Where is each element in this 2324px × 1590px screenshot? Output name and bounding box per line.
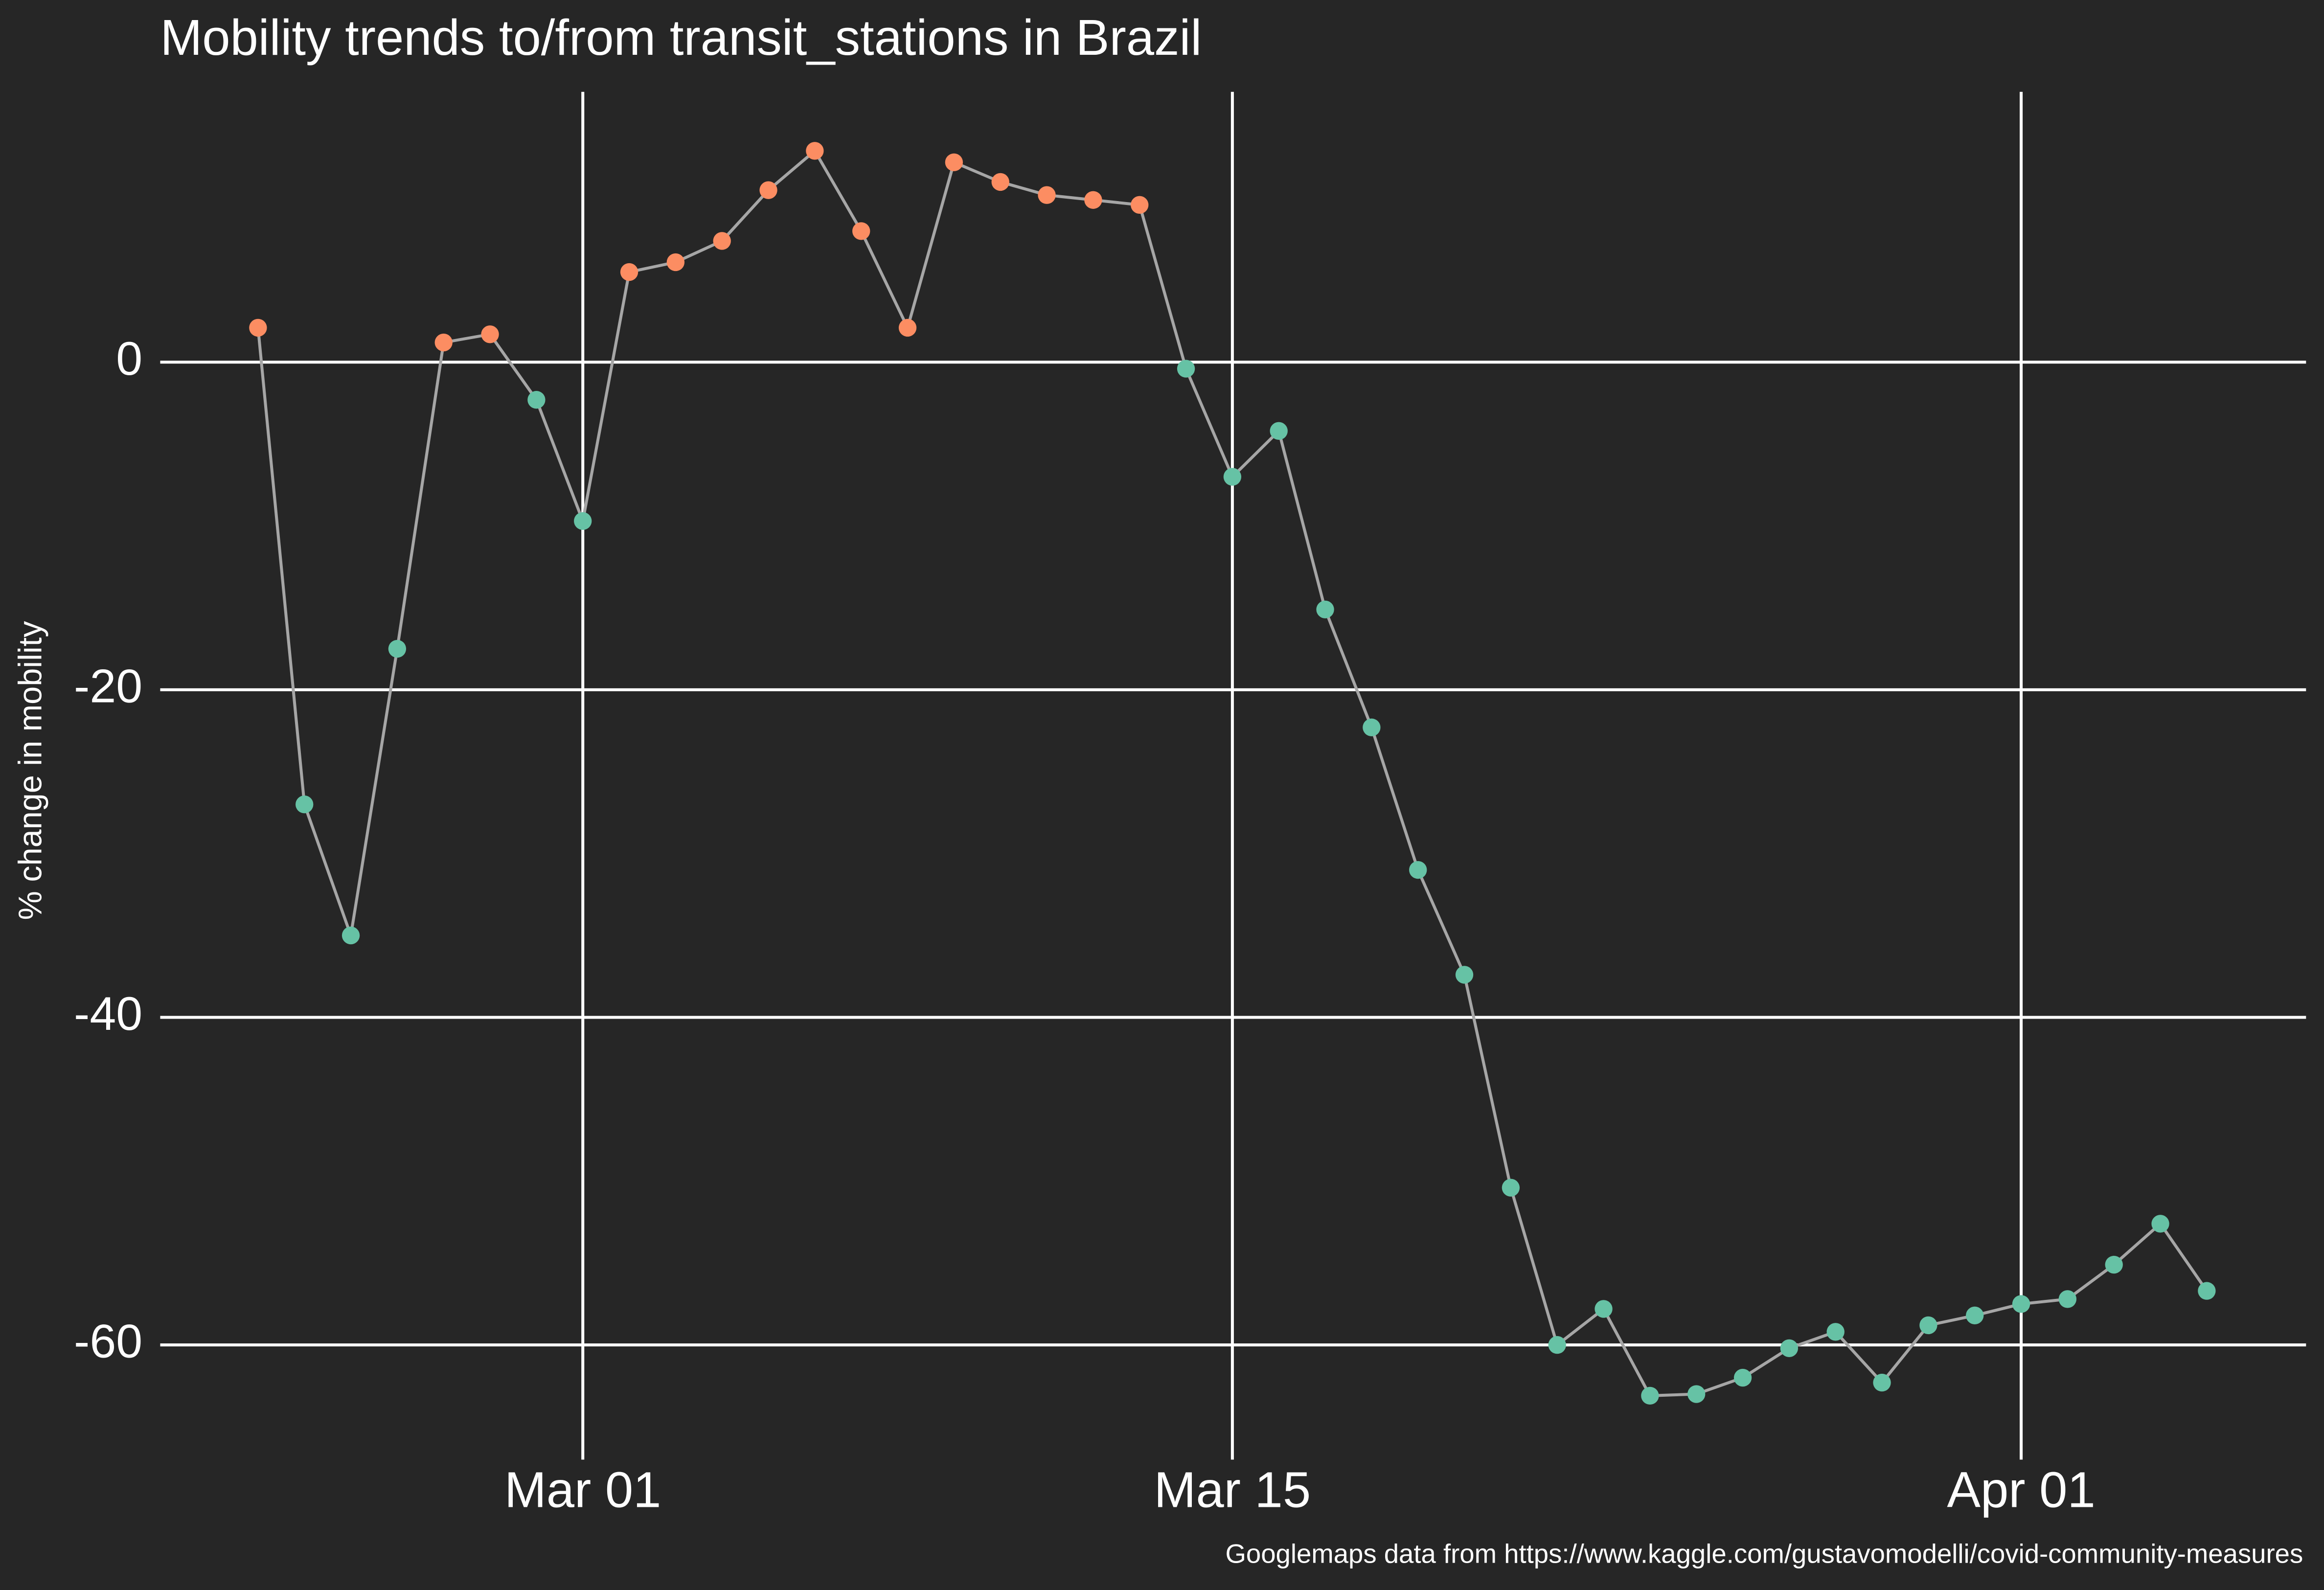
point: [1966, 1306, 1984, 1324]
x-tick-label: Mar 15: [1154, 1461, 1311, 1518]
point: [2198, 1282, 2216, 1300]
point: [574, 512, 592, 530]
caption: Googlemaps data from https://www.kaggle.…: [1225, 1539, 2303, 1569]
point: [481, 325, 499, 343]
y-axis-label: % change in mobility: [13, 621, 49, 920]
point: [2058, 1290, 2077, 1308]
point: [852, 222, 870, 240]
point: [666, 253, 685, 272]
point: [1038, 186, 1056, 204]
point: [388, 639, 407, 658]
y-tick-label: -60: [74, 1315, 142, 1368]
point: [759, 181, 777, 199]
chart-title: Mobility trends to/from transit_stations…: [160, 9, 1202, 66]
point: [1270, 422, 1288, 440]
point: [527, 391, 546, 409]
point: [1177, 360, 1195, 378]
point: [2151, 1215, 2169, 1233]
point: [1687, 1385, 1706, 1403]
y-tick-label: 0: [116, 332, 142, 385]
point: [434, 333, 453, 352]
point: [620, 263, 638, 281]
point: [342, 926, 360, 945]
point: [1548, 1336, 1566, 1354]
x-tick-label: Mar 01: [504, 1461, 661, 1518]
point: [806, 142, 824, 160]
point: [1084, 191, 1102, 209]
point: [249, 318, 267, 337]
point: [1595, 1300, 1613, 1318]
x-tick-label: Apr 01: [1947, 1461, 2095, 1518]
point: [1363, 718, 1381, 737]
point: [1873, 1373, 1891, 1392]
point: [945, 153, 963, 171]
y-tick-label: -40: [74, 987, 142, 1040]
point: [1223, 468, 1242, 486]
point: [1780, 1339, 1799, 1357]
point: [898, 318, 917, 337]
point: [1641, 1386, 1659, 1405]
point: [2105, 1255, 2123, 1274]
point: [1409, 861, 1427, 879]
point: [296, 795, 314, 814]
point: [2012, 1295, 2030, 1313]
y-tick-label: -20: [74, 659, 142, 712]
point: [1131, 196, 1149, 214]
point: [713, 232, 731, 250]
point: [1826, 1323, 1845, 1341]
point: [1733, 1368, 1752, 1387]
point: [991, 173, 1009, 191]
point: [1316, 600, 1334, 618]
point: [1502, 1179, 1520, 1197]
point: [1455, 966, 1474, 984]
point: [1919, 1316, 1937, 1335]
